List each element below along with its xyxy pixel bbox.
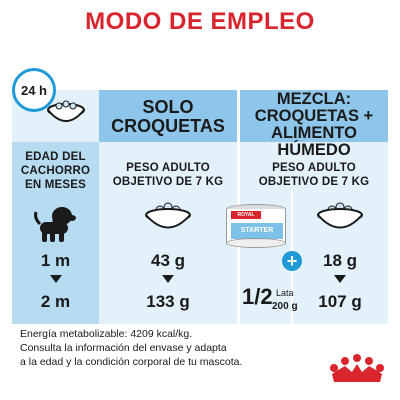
can-brand: ROYAL CANIN bbox=[231, 211, 261, 226]
mix-weight-label: PESO ADULTO OBJETIVO DE 7 KG bbox=[258, 162, 370, 188]
can-unit: Lata bbox=[276, 288, 294, 298]
arrow-down-icon bbox=[334, 275, 346, 283]
footer-note: Energía metabolizable: 4209 kcal/kg. Con… bbox=[20, 327, 320, 369]
age-label: EDAD DEL CACHORRO EN MESES bbox=[20, 151, 91, 191]
can-weight: 200 g bbox=[272, 301, 298, 312]
mix-heading: MEZCLA: CROQUETAS + ALIMENTO HÚMEDO bbox=[240, 91, 388, 159]
can-fraction: 1/2 bbox=[242, 284, 273, 309]
arrow-down-icon bbox=[162, 275, 174, 283]
dry-amount-row-1: 43 g bbox=[150, 251, 186, 270]
age-row-2: 2 m bbox=[40, 292, 71, 311]
footer-line-1: Energía metabolizable: 4209 kcal/kg. bbox=[20, 328, 193, 340]
dry-header bbox=[99, 90, 237, 142]
clock-label: 24 h bbox=[20, 82, 47, 98]
arrow-down-icon bbox=[50, 275, 62, 283]
mix-heading-line3: ALIMENTO HÚMEDO bbox=[271, 124, 357, 159]
age-row-1: 1 m bbox=[40, 251, 71, 270]
mix-amount-row-1: 18 g bbox=[322, 251, 358, 270]
clock-icon: 24 h bbox=[12, 68, 56, 112]
mix-amount-row-2: 107 g bbox=[318, 292, 362, 311]
food-bowl-icon bbox=[47, 100, 85, 122]
dry-weight-label: PESO ADULTO OBJETIVO DE 7 KG bbox=[112, 162, 224, 188]
wet-food-can: ROYAL CANIN STARTER bbox=[226, 204, 286, 248]
puppy-icon bbox=[34, 207, 76, 242]
can-product: STARTER bbox=[231, 223, 283, 239]
mix-heading-line2: CROQUETAS + bbox=[254, 107, 374, 125]
can-portion: 1/2 Lata 200 g bbox=[242, 284, 298, 318]
footer-line-3: a la edad y la condición corporal de tu … bbox=[20, 356, 243, 368]
dry-bowl-icon bbox=[145, 202, 191, 229]
dry-amount-column bbox=[99, 142, 237, 324]
footer-line-2: Consulta la información del envase y ada… bbox=[20, 342, 227, 354]
crown-logo-icon bbox=[330, 354, 384, 382]
dry-heading-line1: SOLO bbox=[142, 97, 194, 117]
mix-header bbox=[240, 90, 388, 142]
dry-heading: SOLO CROQUETAS bbox=[99, 98, 237, 136]
dry-heading-line2: CROQUETAS bbox=[111, 116, 225, 136]
mix-heading-line1: MEZCLA: bbox=[276, 90, 352, 108]
dry-amount-row-2: 133 g bbox=[146, 292, 190, 311]
mix-bowl-icon bbox=[317, 202, 363, 229]
plus-icon: + bbox=[282, 251, 302, 271]
page-title: MODO DE EMPLEO bbox=[85, 8, 315, 35]
